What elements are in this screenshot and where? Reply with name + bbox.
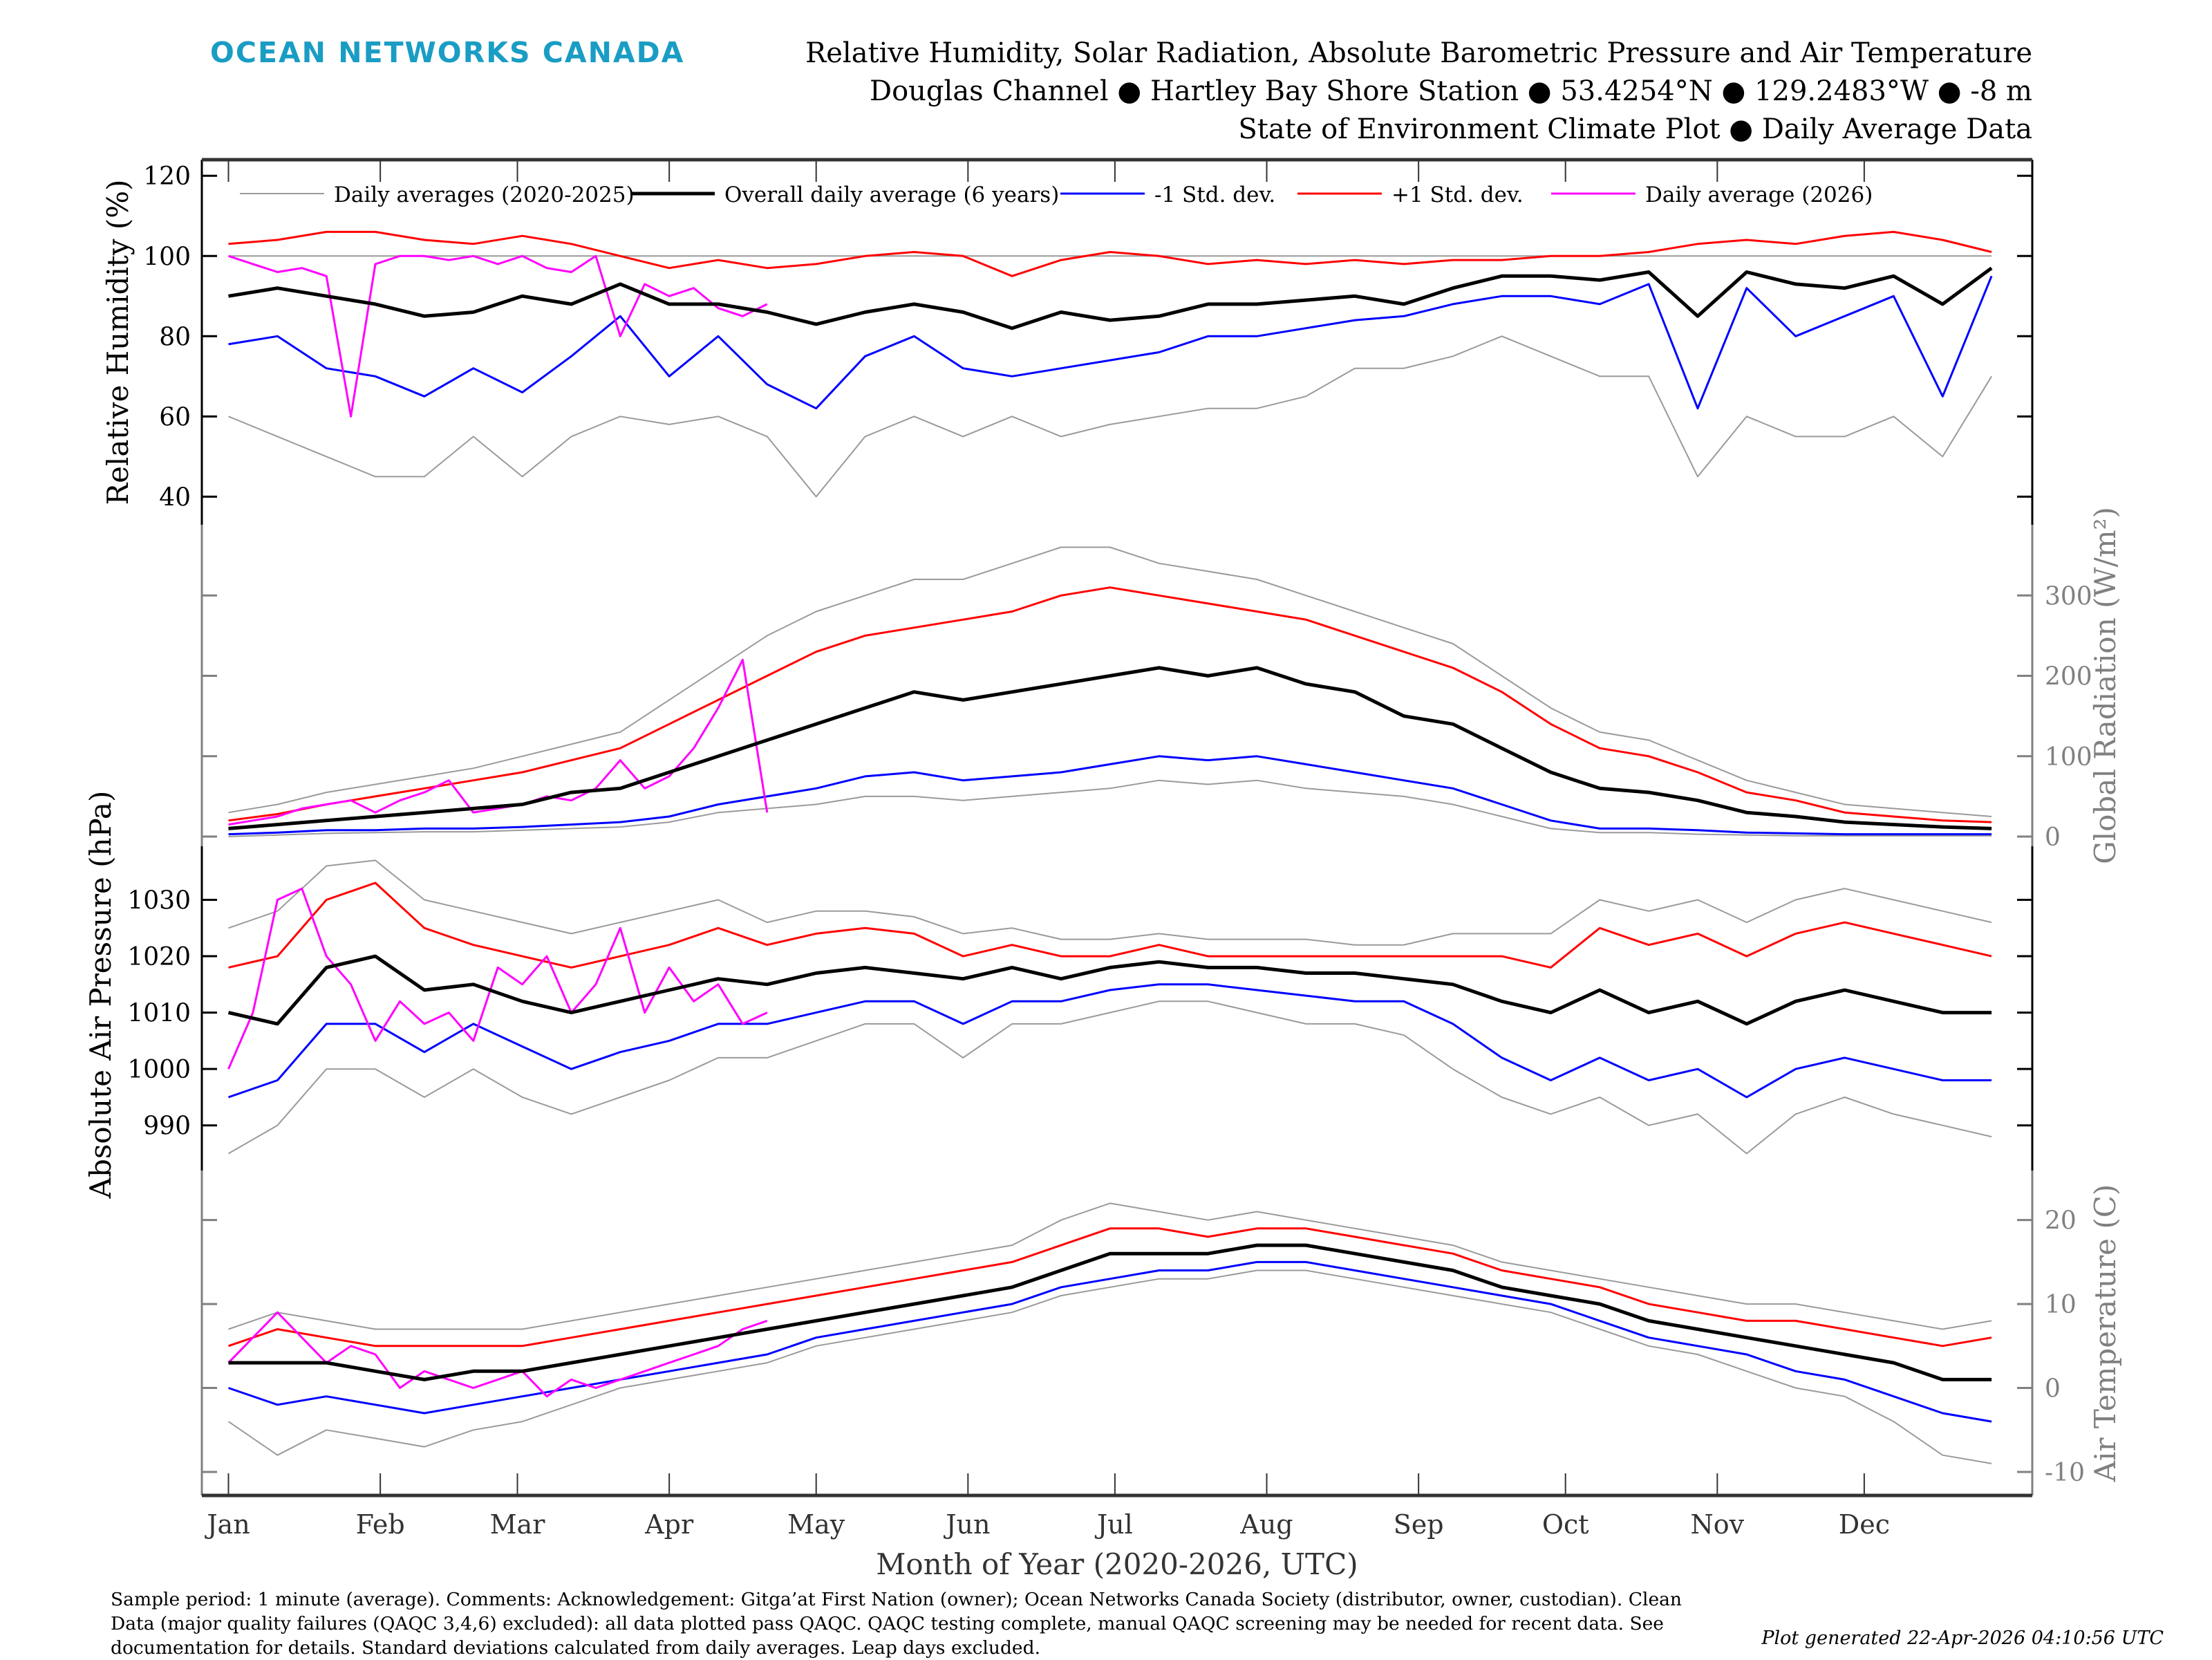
temperature-daily-averages-min-line — [227, 1269, 1992, 1464]
pressure-plus-std-line — [228, 882, 1992, 969]
temperature-axis-label: Air Temperature (C) — [2088, 1184, 2122, 1483]
pressure-mean-line — [227, 954, 1992, 1026]
radiation-daily-averages-max-line — [228, 546, 1992, 817]
xtick-label-mar: Mar — [490, 1509, 546, 1540]
pressure-minus-std-line — [228, 983, 1992, 1099]
radiation-mean-line — [228, 666, 1992, 830]
pressure-ytick-label: 1010 — [127, 1000, 191, 1028]
pressure-ytick-label: 1020 — [127, 943, 191, 971]
humidity-plus-std-line — [228, 230, 1992, 277]
legend: Daily averages (2020-2025) Overall daily … — [240, 183, 1873, 207]
title-line-3: State of Environment Climate Plot ● Dail… — [1238, 113, 2032, 145]
humidity-2026-line — [228, 254, 768, 418]
legend-label-0: Daily averages (2020-2025) — [334, 183, 635, 207]
pressure-daily-averages-min-line — [228, 1000, 1992, 1155]
humidity-ytick-label: 120 — [143, 162, 191, 191]
temperature-minus-std-line — [228, 1260, 1992, 1423]
x-axis-label: Month of Year (2020-2026, UTC) — [876, 1547, 1358, 1581]
humidity-axis-label: Relative Humidity (%) — [101, 179, 135, 505]
humidity-ytick-label: 40 — [159, 483, 191, 512]
panel-humidity — [228, 230, 1993, 498]
humidity-ytick-label: 60 — [159, 403, 191, 431]
legend-label-2: -1 Std. dev. — [1154, 183, 1275, 207]
humidity-ytick-label: 80 — [159, 323, 191, 351]
pressure-ytick-label: 990 — [143, 1112, 191, 1141]
pressure-axis-label: Absolute Air Pressure (hPa) — [84, 791, 118, 1200]
radiation-ytick-label: 100 — [2045, 743, 2092, 772]
xtick-label-dec: Dec — [1839, 1509, 1890, 1540]
footnote: Sample period: 1 minute (average). Comme… — [111, 1587, 1682, 1660]
radiation-axis-label: Global Radiation (W/m²) — [2088, 507, 2122, 864]
pressure-2026-line — [227, 887, 768, 1070]
radiation-ytick-label: 300 — [2045, 582, 2092, 610]
title-line-2: Douglas Channel ● Hartley Bay Shore Stat… — [870, 75, 2032, 107]
radiation-2026-line — [228, 658, 769, 826]
temperature-ytick-label: 20 — [2045, 1207, 2077, 1235]
radiation-plus-std-line — [228, 586, 1992, 823]
legend-label-3: +1 Std. dev. — [1391, 183, 1524, 207]
xtick-label-jun: Jun — [943, 1509, 990, 1540]
humidity-ytick-label: 100 — [143, 243, 191, 271]
xtick-label-jul: Jul — [1094, 1509, 1133, 1540]
xtick-label-nov: Nov — [1691, 1509, 1745, 1540]
temperature-2026-line — [227, 1311, 768, 1398]
temperature-mean-line — [228, 1243, 1992, 1381]
temperature-daily-averages-max-line — [228, 1202, 1992, 1330]
plot-generated: Plot generated 22-Apr-2026 04:10:56 UTC — [1761, 1628, 2164, 1649]
xtick-label-sep: Sep — [1394, 1509, 1444, 1540]
radiation-ytick-label: 200 — [2045, 663, 2092, 691]
temperature-ytick-label: 0 — [2045, 1375, 2061, 1403]
humidity-mean-line — [228, 266, 1993, 330]
legend-label-4: Daily average (2026) — [1645, 183, 1873, 207]
radiation-daily-averages-min-line — [228, 779, 1992, 837]
temperature-ytick-label: -10 — [2045, 1459, 2085, 1487]
xtick-label-jan: Jan — [204, 1509, 250, 1540]
logo: OCEAN NETWORKS CANADA — [210, 36, 685, 69]
xtick-label-feb: Feb — [356, 1509, 405, 1540]
footnote-line-2: Data (major quality failures (QAQC 3,4,6… — [111, 1613, 1664, 1634]
radiation-minus-std-line — [228, 755, 1992, 836]
humidity-daily-averages-min-line — [228, 335, 1992, 498]
pressure-ytick-label: 1000 — [127, 1056, 191, 1084]
panel-temperature — [227, 1202, 1992, 1464]
xtick-label-aug: Aug — [1239, 1509, 1293, 1540]
pressure-daily-averages-max-line — [228, 859, 1992, 946]
title-line-1: Relative Humidity, Solar Radiation, Abso… — [805, 37, 2032, 69]
temperature-ytick-label: 10 — [2045, 1291, 2077, 1319]
humidity-minus-std-line — [228, 275, 1993, 410]
footnote-line-1: Sample period: 1 minute (average). Comme… — [111, 1589, 1682, 1610]
panel-radiation — [228, 546, 1992, 837]
pressure-ytick-label: 1030 — [127, 886, 191, 915]
xtick-label-apr: Apr — [644, 1509, 694, 1540]
panel-pressure — [227, 859, 1992, 1155]
temperature-plus-std-line — [228, 1227, 1992, 1347]
radiation-ytick-label: 0 — [2045, 823, 2061, 852]
xtick-label-may: May — [787, 1509, 845, 1540]
chart-title: Relative Humidity, Solar Radiation, Abso… — [805, 35, 2032, 149]
xtick-label-oct: Oct — [1542, 1509, 1589, 1540]
footnote-line-3: documentation for details. Standard devi… — [111, 1637, 1041, 1659]
legend-label-1: Overall daily average (6 years) — [724, 183, 1059, 207]
